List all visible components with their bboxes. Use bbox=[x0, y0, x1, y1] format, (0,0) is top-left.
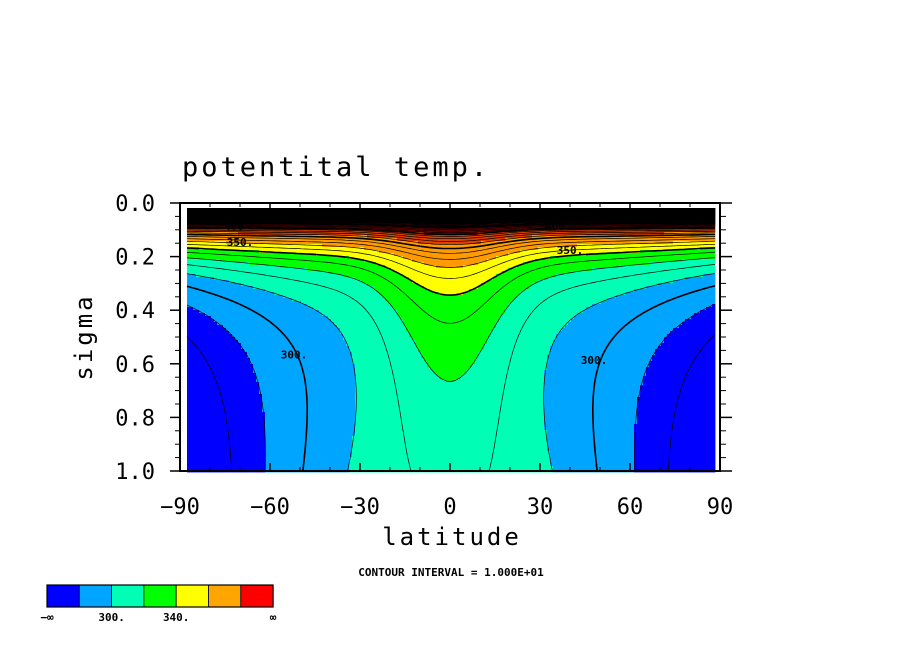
contour-line-280 bbox=[186, 334, 716, 472]
y-axis-label: sigma bbox=[70, 293, 98, 380]
y-tick-label: 0.4 bbox=[115, 299, 155, 324]
contour-line-390 bbox=[186, 236, 716, 254]
contour-line-300 bbox=[186, 285, 716, 472]
colorbar-swatch bbox=[46, 584, 80, 608]
x-tick-label: 0 bbox=[443, 495, 456, 520]
colorbar-label: 340. bbox=[163, 611, 190, 624]
contour-line-530 bbox=[186, 220, 715, 225]
x-tick-label: −30 bbox=[340, 495, 380, 520]
contour-line-430 bbox=[187, 229, 716, 240]
x-tick-label: 60 bbox=[617, 495, 644, 520]
x-tick-label: 30 bbox=[527, 495, 554, 520]
x-tick-label: −60 bbox=[250, 495, 290, 520]
contour-label: 350. bbox=[227, 236, 254, 249]
contour-line-550 bbox=[187, 219, 715, 224]
colorbar-swatch bbox=[143, 584, 177, 608]
colorbar-swatch bbox=[240, 584, 274, 608]
chart-title: potentital temp. bbox=[182, 152, 490, 183]
y-tick-label: 0.0 bbox=[115, 192, 155, 217]
contour-line-370 bbox=[186, 240, 716, 268]
contour-line-440 bbox=[187, 228, 716, 237]
contour-label: 400 bbox=[224, 220, 244, 233]
contour-line-460 bbox=[187, 226, 715, 234]
y-tick-label: 0.8 bbox=[115, 406, 155, 431]
contour-line-600 bbox=[187, 217, 715, 221]
contour-line-570 bbox=[187, 218, 715, 223]
contour-line-400 bbox=[186, 233, 715, 250]
contour-line-320 bbox=[186, 264, 716, 472]
colorbar-label: ∞ bbox=[270, 611, 277, 624]
contour-label: 400 bbox=[545, 220, 565, 233]
contour-line-410 bbox=[186, 232, 715, 246]
contour-line-340 bbox=[186, 251, 716, 324]
colorbar-swatch bbox=[208, 584, 242, 608]
contour-line-510 bbox=[187, 222, 715, 227]
x-tick-label: 90 bbox=[707, 495, 734, 520]
colorbar-label: −∞ bbox=[40, 611, 54, 624]
x-tick-label: −90 bbox=[160, 495, 200, 520]
contour-line-290 bbox=[186, 303, 716, 471]
contour-line-layer bbox=[186, 211, 716, 472]
contour-line-350 bbox=[186, 247, 716, 296]
contour-line-420 bbox=[187, 230, 716, 242]
contour-line-480 bbox=[187, 224, 715, 231]
contour-line-330 bbox=[186, 257, 716, 382]
contour-label: 300. bbox=[581, 354, 608, 367]
colorbar-frame bbox=[46, 584, 274, 608]
contour-line-450 bbox=[186, 226, 715, 236]
colorbar-swatch bbox=[175, 584, 209, 608]
contour-line-900 bbox=[187, 211, 715, 214]
y-tick-label: 0.2 bbox=[115, 246, 155, 271]
contour-label: 300. bbox=[281, 348, 308, 361]
contour-interval-note: CONTOUR INTERVAL = 1.000E+01 bbox=[358, 566, 544, 579]
colorbar-swatch bbox=[111, 584, 145, 608]
contour-line-470 bbox=[187, 225, 715, 232]
contour-line-360 bbox=[186, 243, 716, 279]
contour-line-380 bbox=[186, 238, 716, 260]
axis-layer: −90 −60 −30 0 30 60 90 0.0 0.2 0.4 0.6 0.8 1.0 bbox=[115, 192, 733, 520]
contour-line-520 bbox=[187, 221, 715, 226]
contour-line-500 bbox=[187, 222, 715, 229]
x-axis-label: latitude bbox=[382, 523, 522, 551]
colorbar-swatch bbox=[78, 584, 113, 608]
colorbar-label: 300. bbox=[98, 611, 125, 624]
contour-line-310 bbox=[186, 273, 716, 472]
contour-label: 350. bbox=[557, 244, 584, 257]
y-tick-label: 0.6 bbox=[115, 353, 155, 378]
contour-line-560 bbox=[186, 219, 715, 223]
colorbar: −∞ 300. 340. ∞ bbox=[40, 584, 277, 624]
contour-label-layer: 300. 300. 350. 350. 400 400 bbox=[224, 220, 607, 367]
y-tick-label: 1.0 bbox=[115, 460, 155, 485]
